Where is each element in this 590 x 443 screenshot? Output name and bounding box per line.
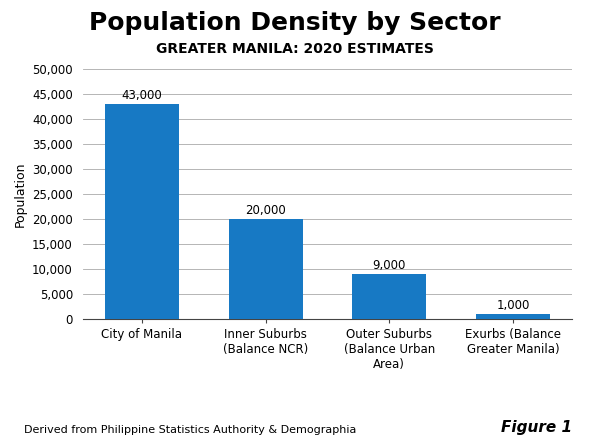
Text: 43,000: 43,000 — [122, 89, 162, 102]
Text: GREATER MANILA: 2020 ESTIMATES: GREATER MANILA: 2020 ESTIMATES — [156, 42, 434, 56]
Text: Population Density by Sector: Population Density by Sector — [89, 11, 501, 35]
Bar — [228, 219, 303, 319]
Bar — [476, 314, 550, 319]
Text: 1,000: 1,000 — [496, 299, 530, 312]
Bar — [105, 104, 179, 319]
Y-axis label: Population: Population — [14, 161, 27, 226]
Text: 9,000: 9,000 — [373, 260, 406, 272]
Text: Derived from Philippine Statistics Authority & Demographia: Derived from Philippine Statistics Autho… — [24, 425, 356, 435]
Text: Figure 1: Figure 1 — [501, 420, 572, 435]
Text: 20,000: 20,000 — [245, 204, 286, 218]
Bar — [352, 274, 427, 319]
